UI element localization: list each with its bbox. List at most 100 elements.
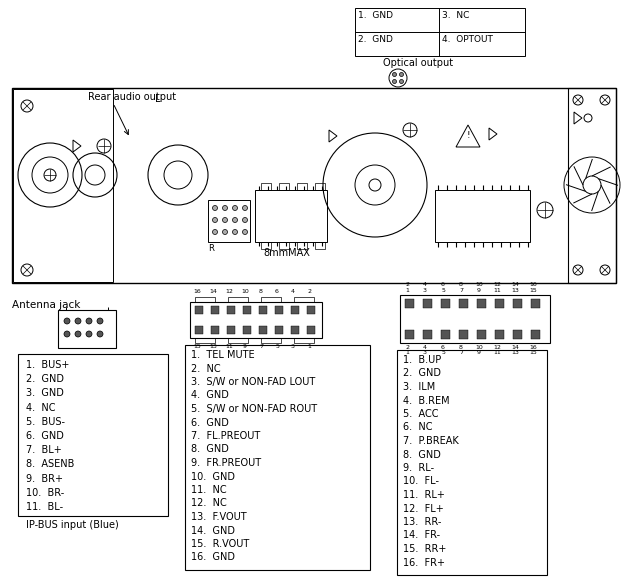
Text: 12: 12 [225, 289, 233, 294]
Bar [291, 326, 299, 334]
Text: 14: 14 [209, 289, 217, 294]
Bar [243, 306, 251, 314]
Bar [261, 183, 271, 190]
Circle shape [392, 80, 396, 84]
Text: 15.  RR+: 15. RR+ [403, 544, 446, 554]
Text: Antenna jack: Antenna jack [12, 300, 80, 310]
Circle shape [232, 218, 237, 222]
Bar [531, 330, 540, 339]
Text: 1.  B.UP: 1. B.UP [403, 355, 441, 365]
Bar [307, 306, 315, 314]
Bar [18, 354, 168, 516]
Text: 5: 5 [441, 350, 445, 355]
Bar [13, 89, 113, 282]
Text: 10.  BR-: 10. BR- [26, 488, 64, 498]
Text: R: R [208, 244, 214, 253]
Text: 5: 5 [275, 344, 279, 349]
Text: 1: 1 [307, 344, 311, 349]
Bar [279, 183, 289, 190]
Text: 1.  TEL MUTE: 1. TEL MUTE [191, 350, 255, 360]
Text: 1.  GND: 1. GND [358, 11, 393, 20]
Circle shape [242, 229, 247, 235]
Text: 6.  NC: 6. NC [403, 422, 432, 432]
Text: 8mmMAX: 8mmMAX [263, 248, 310, 258]
Circle shape [399, 73, 403, 77]
Text: 12: 12 [493, 282, 501, 287]
Bar [355, 8, 525, 56]
Text: 2: 2 [307, 289, 311, 294]
Text: 4.  OPTOUT: 4. OPTOUT [442, 35, 493, 44]
Bar [190, 302, 322, 338]
Text: 9.  FR.PREOUT: 9. FR.PREOUT [191, 458, 261, 468]
Text: 7.  BL+: 7. BL+ [26, 445, 62, 455]
Bar [279, 242, 289, 249]
Bar [195, 338, 215, 343]
Circle shape [399, 80, 403, 84]
Text: 16.  GND: 16. GND [191, 552, 235, 563]
Text: 9: 9 [477, 350, 481, 355]
Circle shape [86, 331, 92, 337]
Text: 2: 2 [405, 345, 409, 350]
Bar [291, 306, 299, 314]
Bar [211, 306, 219, 314]
Text: 7: 7 [259, 344, 263, 349]
Text: 15.  R.VOUT: 15. R.VOUT [191, 539, 249, 549]
Bar [228, 297, 248, 302]
Text: 9.  BR+: 9. BR+ [26, 474, 63, 484]
Bar [513, 299, 522, 308]
Text: !: ! [466, 130, 470, 139]
Circle shape [213, 218, 218, 222]
Text: 10: 10 [475, 282, 483, 287]
Circle shape [232, 205, 237, 211]
Bar [477, 330, 486, 339]
Text: 8.  ASENB: 8. ASENB [26, 459, 74, 469]
Bar [259, 306, 267, 314]
Text: 13.  RR-: 13. RR- [403, 517, 441, 527]
Text: IP-BUS input (Blue): IP-BUS input (Blue) [26, 520, 119, 530]
Text: 5: 5 [441, 288, 445, 293]
Bar [441, 330, 450, 339]
Text: 3: 3 [423, 350, 427, 355]
Text: 10.  GND: 10. GND [191, 472, 235, 481]
Text: 3: 3 [291, 344, 295, 349]
Text: 16.  FR+: 16. FR+ [403, 558, 445, 567]
Bar [423, 330, 432, 339]
Text: 9.  RL-: 9. RL- [403, 463, 434, 473]
Bar [297, 183, 307, 190]
Text: 14: 14 [511, 282, 519, 287]
Text: 6: 6 [441, 345, 445, 350]
Bar [227, 326, 235, 334]
Bar [275, 326, 283, 334]
Text: 6.  GND: 6. GND [191, 418, 229, 428]
Text: 7.  P.BREAK: 7. P.BREAK [403, 436, 459, 446]
Text: 5.  S/W or NON-FAD ROUT: 5. S/W or NON-FAD ROUT [191, 404, 317, 414]
Text: 14.  GND: 14. GND [191, 525, 235, 535]
Bar [227, 306, 235, 314]
Text: 16: 16 [193, 289, 201, 294]
Bar [477, 299, 486, 308]
Circle shape [86, 318, 92, 324]
Bar [441, 299, 450, 308]
Text: 12.  NC: 12. NC [191, 498, 227, 508]
Text: 3.  NC: 3. NC [442, 11, 469, 20]
Text: 15: 15 [529, 288, 537, 293]
Bar [275, 306, 283, 314]
Text: 11.  RL+: 11. RL+ [403, 490, 445, 500]
Text: 8.  GND: 8. GND [191, 445, 229, 455]
Bar [531, 299, 540, 308]
Bar [255, 190, 327, 242]
Text: 5.  ACC: 5. ACC [403, 409, 439, 419]
Bar [307, 326, 315, 334]
Text: 8: 8 [459, 345, 463, 350]
Bar [259, 326, 267, 334]
Bar [495, 330, 504, 339]
Text: 5.  BUS-: 5. BUS- [26, 417, 65, 427]
Circle shape [242, 218, 247, 222]
Bar [315, 183, 325, 190]
Text: 6.  GND: 6. GND [26, 431, 64, 441]
Text: 11.  NC: 11. NC [191, 485, 227, 495]
Bar [423, 299, 432, 308]
Circle shape [232, 229, 237, 235]
Circle shape [75, 331, 81, 337]
Text: 6: 6 [275, 289, 279, 294]
